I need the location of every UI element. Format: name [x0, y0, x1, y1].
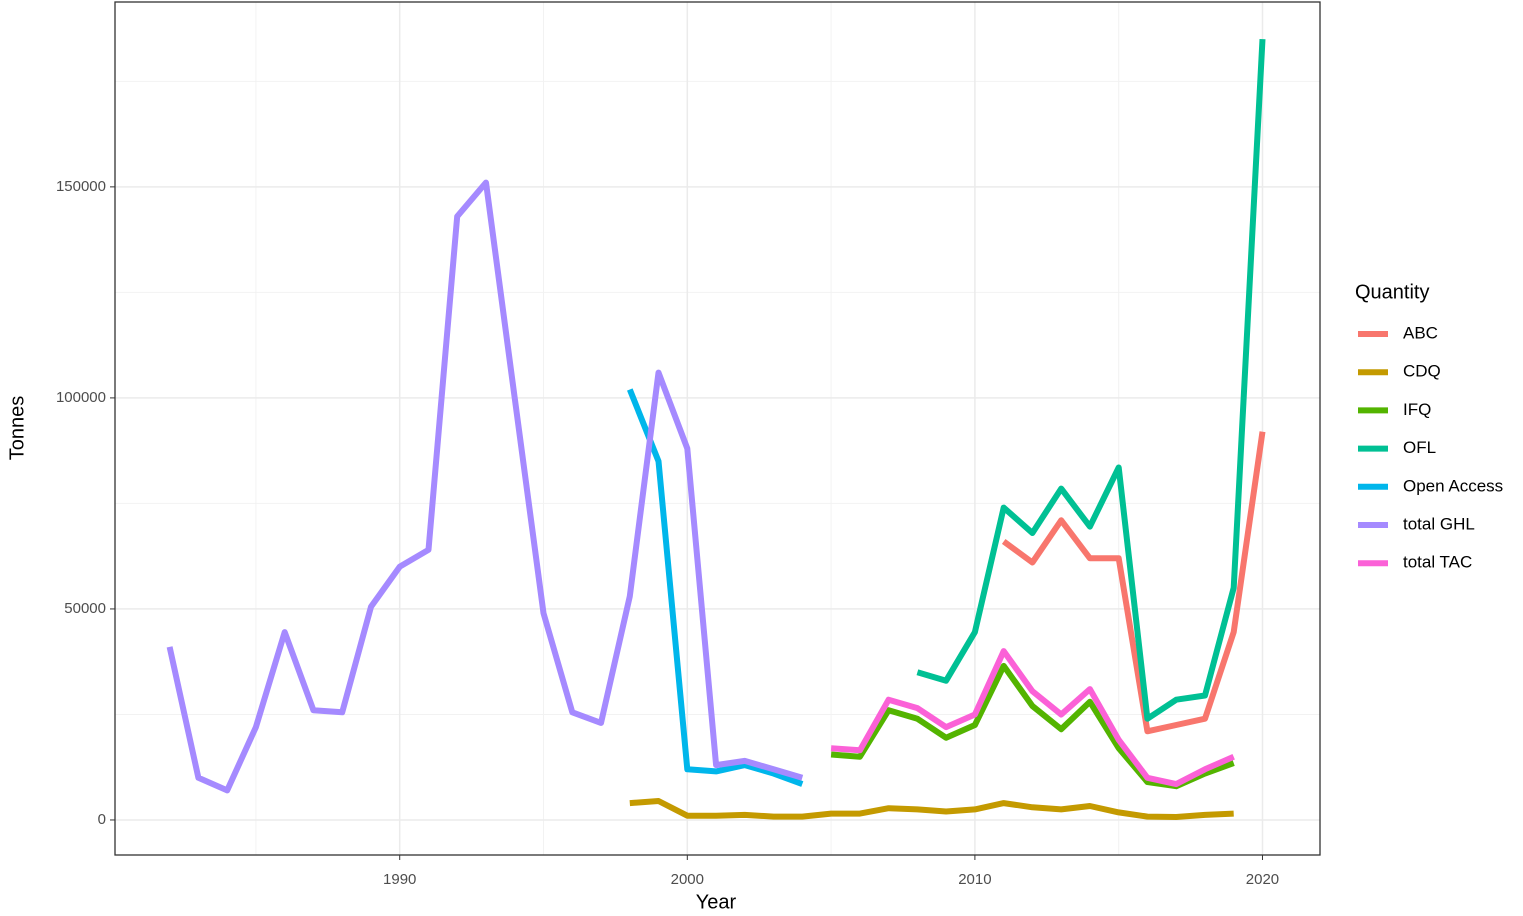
legend-label: ABC	[1403, 323, 1438, 342]
legend-label: total GHL	[1403, 514, 1475, 533]
x-tick-label: 1990	[383, 871, 416, 888]
y-axis-label: Tonnes	[6, 396, 28, 461]
legend-label: Open Access	[1403, 476, 1503, 495]
y-tick-label: 50000	[64, 600, 106, 617]
x-tick-label: 2010	[958, 871, 991, 888]
plot-border	[114, 1, 1321, 856]
line	[830, 648, 1235, 788]
x-axis-label: Year	[696, 891, 737, 913]
legend-label: total TAC	[1403, 553, 1472, 572]
line	[627, 388, 804, 787]
line	[166, 179, 804, 794]
legend-title: Quantity	[1355, 281, 1429, 303]
legend-label: CDQ	[1403, 362, 1441, 381]
line	[916, 38, 1266, 722]
y-tick-label: 150000	[56, 178, 106, 195]
legend-label: IFQ	[1403, 400, 1431, 419]
x-tick-label: 2000	[671, 871, 704, 888]
line	[629, 798, 1234, 820]
y-tick-label: 0	[98, 811, 106, 828]
x-tick-label: 2020	[1246, 871, 1279, 888]
legend-label: OFL	[1403, 438, 1436, 457]
y-tick-label: 100000	[56, 389, 106, 406]
line	[1001, 431, 1266, 735]
